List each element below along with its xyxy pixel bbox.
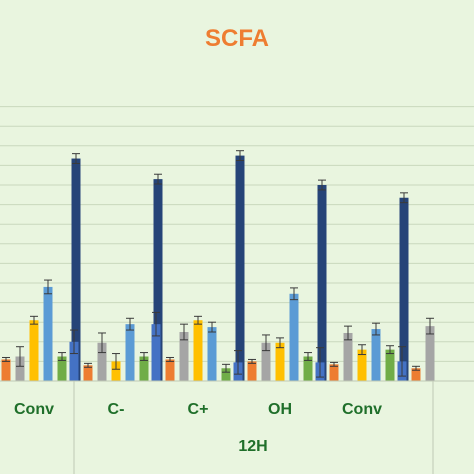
bar bbox=[165, 359, 175, 381]
bar bbox=[289, 293, 299, 381]
category-label: Conv bbox=[14, 401, 54, 418]
chart-title: SCFA bbox=[205, 25, 269, 52]
bar bbox=[221, 368, 231, 381]
bar bbox=[125, 324, 135, 381]
error-bars bbox=[2, 150, 434, 378]
bar bbox=[343, 332, 353, 381]
bar bbox=[111, 361, 121, 381]
bar bbox=[83, 365, 93, 381]
category-label: C+ bbox=[188, 401, 209, 418]
bar bbox=[235, 155, 245, 381]
bar bbox=[411, 368, 421, 381]
bar bbox=[151, 324, 161, 381]
category-labels: Conv C- C+ OH Conv bbox=[14, 401, 382, 418]
bar bbox=[385, 349, 395, 381]
group-separators bbox=[73, 381, 434, 474]
category-label: C- bbox=[108, 401, 125, 418]
bar bbox=[69, 341, 79, 381]
bar bbox=[71, 158, 81, 381]
bar bbox=[207, 327, 217, 381]
bar bbox=[425, 326, 435, 381]
bar bbox=[193, 320, 203, 381]
bar bbox=[139, 356, 149, 381]
bar bbox=[303, 356, 313, 381]
bar bbox=[357, 349, 367, 381]
bar bbox=[275, 342, 285, 381]
bar bbox=[57, 356, 67, 381]
bar bbox=[97, 342, 107, 381]
bars bbox=[1, 155, 435, 381]
bar bbox=[29, 320, 39, 381]
group-label: 12H bbox=[238, 438, 267, 455]
bar bbox=[399, 197, 409, 381]
category-label: Conv bbox=[342, 401, 382, 418]
category-label: OH bbox=[268, 401, 292, 418]
bar bbox=[15, 356, 25, 381]
bar bbox=[1, 359, 11, 381]
bar bbox=[179, 332, 189, 381]
bar bbox=[247, 361, 257, 381]
bar bbox=[371, 329, 381, 381]
bar bbox=[43, 286, 53, 381]
bar bbox=[317, 185, 327, 381]
bar bbox=[261, 342, 271, 381]
bar bbox=[329, 364, 339, 381]
bar bbox=[153, 179, 163, 381]
